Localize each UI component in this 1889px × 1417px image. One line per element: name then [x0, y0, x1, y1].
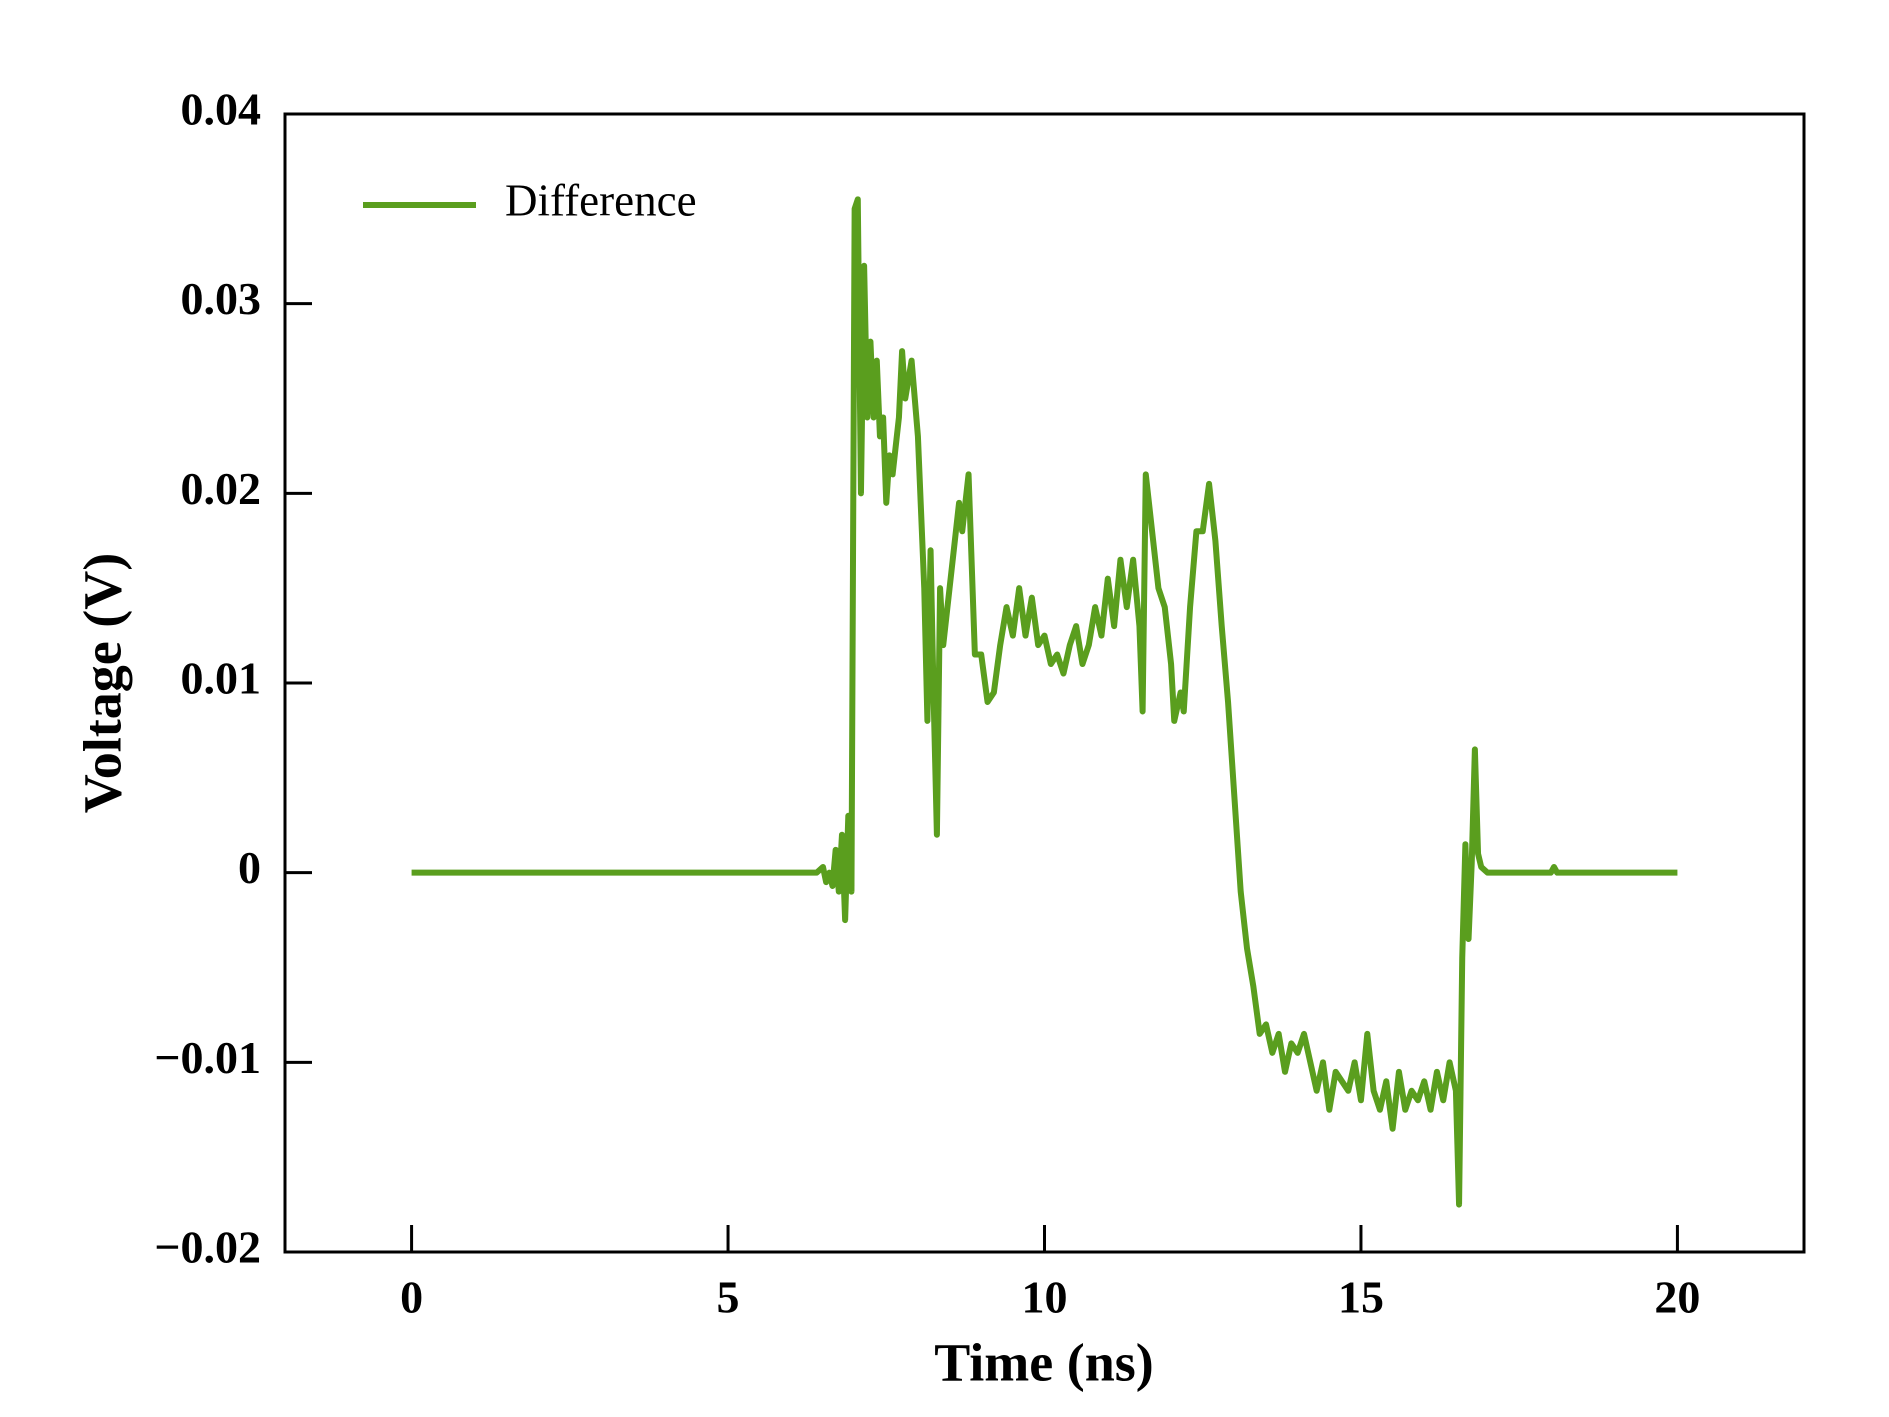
- plot-frame: [283, 112, 1806, 1254]
- y-tick-label: 0.02: [181, 463, 262, 514]
- y-tick-label: 0.01: [181, 653, 262, 704]
- y-tick-label: 0: [238, 842, 261, 893]
- y-tick-label: 0.03: [181, 273, 262, 324]
- y-tick-label: −0.01: [154, 1032, 261, 1083]
- y-tick-label: −0.02: [154, 1222, 261, 1273]
- y-tick-label: 0.04: [181, 84, 262, 135]
- x-tick-label: 0: [400, 1272, 423, 1323]
- x-tick-label: 20: [1654, 1272, 1700, 1323]
- x-axis-title: Time (ns): [934, 1332, 1154, 1392]
- x-tick-label: 5: [717, 1272, 740, 1323]
- x-tick-label: 15: [1338, 1272, 1384, 1323]
- y-axis-title: Voltage (V): [72, 553, 132, 813]
- x-tick-label: 10: [1022, 1272, 1068, 1323]
- legend-label: Difference: [505, 175, 697, 225]
- data-line: [411, 196, 1678, 1208]
